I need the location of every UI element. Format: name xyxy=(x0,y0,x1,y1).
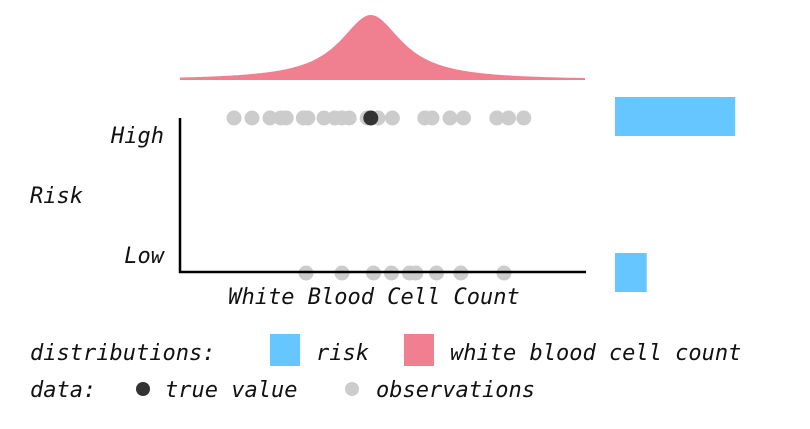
legend-observations-label: observations xyxy=(376,378,535,403)
legend-distributions-label: distributions: xyxy=(30,341,215,366)
observation-dot xyxy=(341,110,357,126)
observation-dot xyxy=(516,110,532,126)
y-tick-high: High xyxy=(110,124,164,149)
observation-dot xyxy=(424,110,440,126)
legend-wbc-label: white blood cell count xyxy=(450,341,741,366)
observation-dot xyxy=(442,110,458,126)
legend-risk-swatch xyxy=(270,334,300,366)
y-tick-low: Low xyxy=(124,244,165,269)
legend-observation-dot xyxy=(345,382,359,396)
observation-dot xyxy=(316,110,332,126)
observation-dot xyxy=(278,110,294,126)
observation-dot xyxy=(244,110,260,126)
y-axis-label: Risk xyxy=(30,184,83,209)
risk-low-bar xyxy=(615,253,647,292)
observation-dot xyxy=(489,110,505,126)
observation-dot xyxy=(262,110,278,126)
legend-wbc-swatch xyxy=(404,334,434,366)
legend-true-value-dot xyxy=(136,382,150,396)
observation-dot xyxy=(501,110,516,126)
observation-dot xyxy=(384,110,400,126)
legend-true-value-label: true value xyxy=(165,378,297,403)
legend-data-label: data: xyxy=(30,378,96,403)
legend-risk-label: risk xyxy=(316,341,369,366)
observation-dot xyxy=(226,110,242,126)
risk-high-bar xyxy=(615,97,736,136)
true-value-dot xyxy=(363,110,379,126)
observation-dot xyxy=(456,110,471,126)
x-axis-label: White Blood Cell Count xyxy=(228,285,519,310)
wbc-density-curve xyxy=(180,15,585,80)
observation-dot xyxy=(300,110,316,126)
high-risk-dots xyxy=(226,110,532,126)
